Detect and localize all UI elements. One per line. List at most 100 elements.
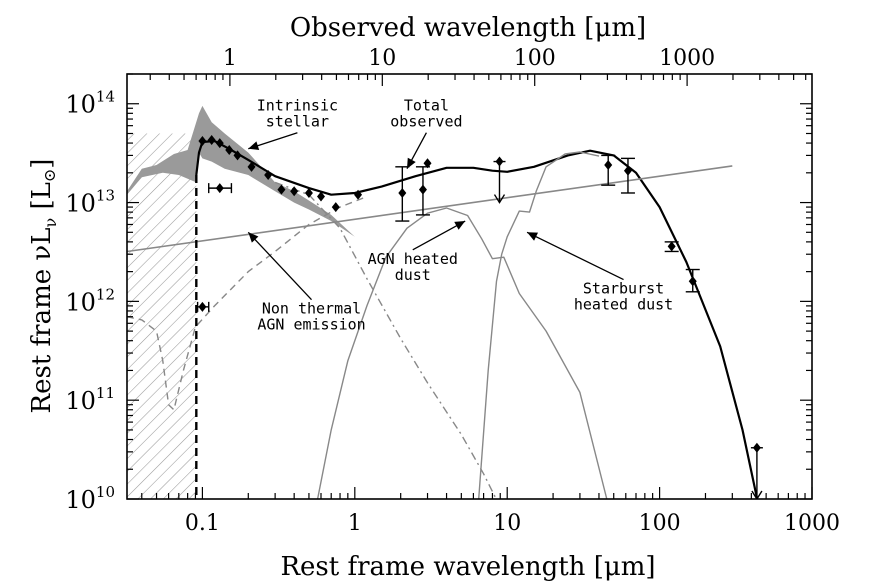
data-point [247, 161, 256, 172]
y-tick-label: 1010 [65, 483, 115, 514]
annotation-arrow-head [527, 232, 539, 241]
data-marker [198, 301, 207, 312]
data-marker [233, 150, 242, 161]
series-starburst_dust [478, 151, 600, 499]
x-tick-label: 1000 [784, 511, 840, 536]
data-marker [304, 187, 313, 198]
y-axis-title-sub: ν [41, 218, 60, 228]
data-point [304, 187, 313, 198]
annotation-text: Non thermal [262, 300, 361, 318]
y-tick-base: 10 [65, 190, 96, 218]
data-marker [623, 165, 632, 176]
data-marker [604, 159, 613, 170]
x-tick-label: 10 [493, 511, 521, 536]
data-marker [495, 156, 504, 167]
y-axis-title: Rest frame νLν [L⊙] [27, 159, 60, 414]
data-point [601, 154, 616, 186]
data-marker [215, 183, 224, 194]
y-tick-exponent: 13 [96, 187, 115, 205]
data-point [685, 268, 700, 293]
annotation-text: AGN heated [368, 250, 458, 268]
data-point [395, 166, 410, 222]
y-tick-exponent: 14 [96, 88, 115, 106]
annotation-text: Starburst [583, 280, 664, 298]
data-point [620, 157, 635, 194]
y-axis-title-unit-sub: ⊙ [40, 169, 59, 182]
intrinsic-stellar-band [127, 105, 355, 237]
y-tick-base: 10 [65, 486, 96, 514]
annotation-text: Intrinsic [257, 97, 338, 115]
data-point [664, 241, 679, 253]
y-tick-exponent: 10 [96, 483, 115, 501]
y-tick-base: 10 [65, 288, 96, 316]
data-marker [423, 158, 432, 169]
data-marker [290, 186, 299, 197]
data-marker [354, 189, 363, 200]
y-axis-title-main: Rest frame νL [27, 228, 57, 414]
data-point [290, 186, 299, 197]
data-marker [331, 202, 340, 213]
series-nonthermal [127, 165, 733, 253]
annotation-arrow-line [247, 231, 313, 301]
data-point [277, 184, 286, 195]
x-tick-label: 0.1 [185, 511, 220, 536]
data-marker [198, 135, 207, 146]
annotation-text: stellar [266, 113, 329, 131]
data-point [196, 301, 210, 312]
data-point [208, 183, 233, 194]
y-tick-label: 1013 [65, 187, 115, 218]
series-stellar_ext [274, 181, 497, 499]
y-tick-label: 1012 [65, 285, 115, 316]
data-marker [688, 276, 697, 287]
data-point [198, 135, 207, 146]
data-point [493, 156, 506, 204]
y-tick-base: 10 [65, 387, 96, 415]
annotation-text: Total [404, 97, 449, 115]
data-marker [667, 241, 676, 252]
x2-tick-label: 10 [368, 46, 396, 71]
upper-limit-arrow [751, 490, 763, 499]
annotation-arrow-head [406, 157, 416, 169]
plot-frame [126, 73, 813, 500]
annotation-arrow-line [526, 231, 624, 281]
y-axis-title-close: ] [27, 159, 57, 169]
data-point [215, 138, 224, 149]
data-point [317, 191, 326, 202]
data-point [750, 442, 763, 499]
x-tick-label: 1 [348, 511, 362, 536]
x-tick-label: 100 [639, 511, 681, 536]
data-point [415, 166, 430, 216]
annotation-text: observed [390, 113, 462, 131]
annotation-arrow-head [248, 232, 259, 243]
x2-tick-label: 100 [514, 46, 556, 71]
data-point [264, 170, 273, 181]
data-point [225, 145, 234, 156]
data-marker [264, 170, 273, 181]
data-point [331, 202, 340, 213]
y-tick-label: 1014 [65, 88, 115, 119]
upper-limit-arrow [493, 194, 506, 204]
y-axis-title-unit: [L [27, 182, 57, 218]
series-stellar_dashed [127, 195, 368, 411]
data-point [354, 189, 363, 200]
annotation-text: heated dust [574, 296, 673, 314]
data-marker [225, 145, 234, 156]
data-marker [207, 134, 216, 145]
y-tick-label: 1011 [65, 384, 115, 415]
series-agn_dust [316, 207, 608, 499]
x-axis-title: Rest frame wavelength [μm] [280, 552, 655, 582]
x2-tick-label: 1 [223, 46, 237, 71]
data-point [423, 158, 432, 169]
annotation-arrow-head [248, 141, 260, 150]
top-axis-title: Observed wavelength [μm] [290, 13, 646, 43]
annotation-arrow-head [454, 221, 466, 230]
data-marker [317, 191, 326, 202]
y-tick-exponent: 12 [96, 285, 115, 303]
data-marker [247, 161, 256, 172]
data-marker [277, 184, 286, 195]
data-point [207, 134, 216, 145]
